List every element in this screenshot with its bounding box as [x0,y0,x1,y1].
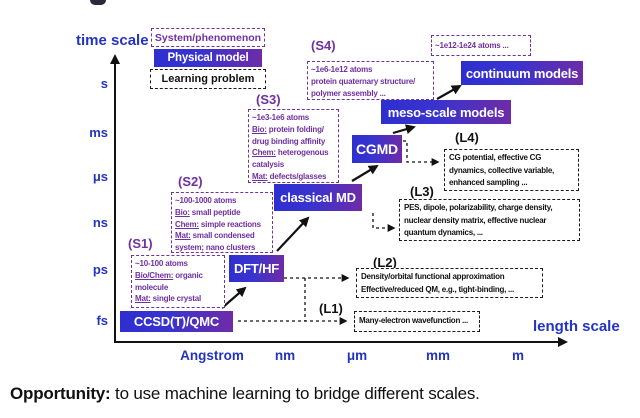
legend-system-label: System/phenomenon [154,31,262,44]
connector-cgmd-to-l4 [403,140,440,166]
x-axis-tick: μm [346,348,368,363]
y-axis-title: time scale [76,32,149,49]
model-box-classical-md: classical MD [274,184,362,211]
text-line: quantum dynamics, ... [404,228,483,237]
model-box-dft-hf: DFT/HF [229,255,284,282]
y-axis-tick: μs [92,169,108,184]
legend-learning-label: Learning problem [161,73,255,85]
tag-l3: (L3) [410,184,434,199]
text-line: Mat: single crystal [135,294,202,304]
text-line: drug binding affinity [252,136,326,146]
system-box-s2: ~100-1000 atoms Bio: small peptide Chem: s… [171,192,273,253]
text-line: ~1e3-1e6 atoms [252,113,310,122]
legend-system-phenomenon: System/phenomenon [151,28,265,47]
y-axis-tick: ps [92,262,108,277]
y-axis-tick: fs [96,313,108,328]
system-box-s4: ~1e6-1e12 atoms protein quaternary struct… [307,61,434,100]
tag-s3: (S3) [256,92,281,107]
system-box-s1: ~10-100 atoms Bio/Chem: organic molecule Ma… [131,255,225,308]
arrow-ccsd-to-dft [221,286,247,309]
text-line: PES, dipole, polarizability, charge dens… [404,203,553,212]
model-box-meso-scale: meso-scale models [381,100,511,124]
text-line: enhanced sampling ... [449,178,528,187]
system-box-continuum-atoms: ~1e12-1e24 atoms ... [431,35,531,56]
x-axis-tick: nm [274,348,296,363]
arrow-meso-to-continuum [436,85,462,100]
model-box-cgmd: CGMD [352,135,402,163]
tag-s4: (S4) [311,38,336,53]
caption: Opportunity: to use machine learning to … [10,384,480,404]
x-axis-tick: m [511,348,525,363]
text-line: Chem: simple reactions [175,219,261,229]
x-axis-tick: Angstrom [180,348,244,363]
legend-learning-problem: Learning problem [150,69,266,89]
system-box-s3: ~1e3-1e6 atoms Bio: protein folding/drug … [248,109,339,183]
tag-s2: (S2) [178,174,203,189]
caption-bold: Opportunity: [10,384,111,403]
tag-l2: (L2) [373,255,397,270]
text-line: Mat: small condensed [175,231,255,241]
y-axis-tick: s [100,76,108,91]
model-box-continuum: continuum models [461,61,583,85]
text-line: Bio: small peptide [175,207,241,217]
text-line: ~1e6-1e12 atoms [311,65,373,74]
tag-l1: (L1) [319,301,343,316]
text-line: Density/orbital functional approximation [361,272,505,281]
text-line: CG potential, effective CG [449,153,542,162]
x-axis-tick: mm [425,348,451,363]
arrow-dft-to-md [276,216,310,252]
text-line: ~100-1000 atoms [175,196,237,205]
arrow-md-to-cgmd [351,164,379,182]
text-line: dynamics, collective variable, [449,165,555,175]
model-box-ccsd-qmc: CCSD(T)/QMC [120,311,233,332]
tag-s1: (S1) [128,236,153,251]
text-line: Mat: defects/glasses [252,171,327,181]
text-line: Bio: protein folding/ [252,124,324,134]
y-axis-tick: ns [92,215,108,230]
learning-box-l3: PES, dipole, polarizability, charge dens… [399,199,580,241]
learning-box-l1: Many-electron wavefunction ... [354,311,480,332]
text-line: nuclear density matrix, effective nuclea… [404,215,547,225]
connector-md-to-l3 [372,213,396,232]
legend-physical-model: Physical model [154,49,262,67]
tag-l4: (L4) [455,130,479,145]
text-line: protein quaternary structure/ [311,76,416,86]
arrow-cgmd-to-meso [392,124,416,135]
learning-box-l2: Density/orbital functional approximation… [356,268,543,298]
text-line: Bio/Chem: organic [135,270,203,280]
text-line: ~10-100 atoms [135,259,188,268]
text-line: molecule [135,282,169,292]
text-line: Effective/reduced QM, e.g., tight-bindin… [361,284,514,294]
caption-text: to use machine learning to bridge differ… [110,384,480,403]
learning-box-l4: CG potential, effective CG dynamics, coll… [444,149,579,191]
legend-physical-label: Physical model [167,52,249,64]
x-axis-title: length scale [533,318,620,335]
text-line: Many-electron wavefunction ... [359,316,468,326]
y-axis-tick: ms [89,125,108,140]
text-line: catalysis [252,160,285,170]
text-line: polymer assembly ... [311,88,386,98]
cropped-title-fragment [90,0,106,5]
text-line: system; nano clusters [175,243,256,253]
text-line: Chem: heterogenous [252,148,329,158]
text-line: ~1e12-1e24 atoms ... [435,40,509,50]
